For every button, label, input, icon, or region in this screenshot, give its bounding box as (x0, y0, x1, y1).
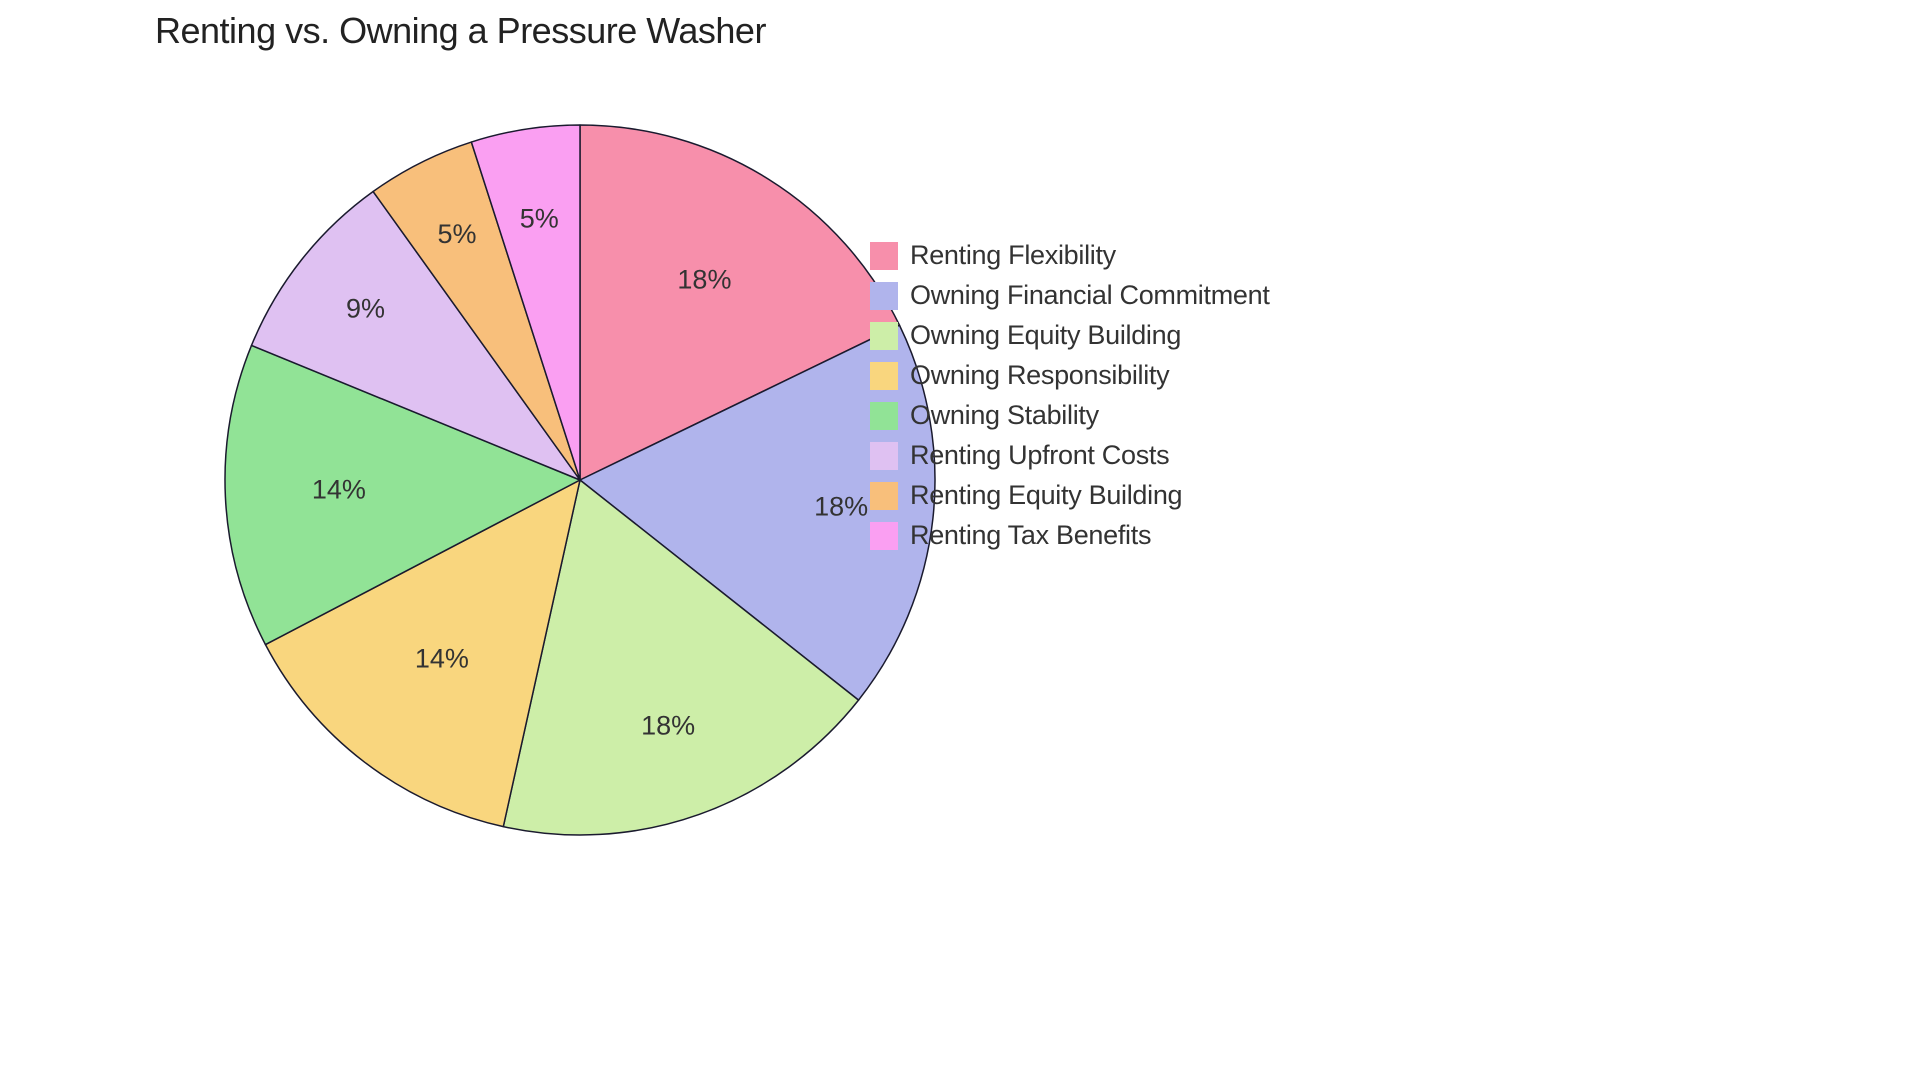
slice-percent-label: 5% (438, 219, 477, 249)
legend-item: Owning Stability (870, 400, 1270, 431)
chart-legend: Renting Flexibility Owning Financial Comm… (870, 240, 1270, 551)
slice-percent-label: 18% (814, 492, 868, 522)
slice-percent-label: 14% (312, 474, 366, 504)
legend-label: Owning Stability (910, 400, 1099, 431)
legend-item: Renting Tax Benefits (870, 520, 1270, 551)
legend-label: Owning Equity Building (910, 320, 1181, 351)
slice-percent-label: 9% (346, 294, 385, 324)
legend-label: Owning Responsibility (910, 360, 1169, 391)
legend-swatch (870, 242, 898, 270)
legend-label: Renting Equity Building (910, 480, 1182, 511)
pie-chart-container: Renting vs. Owning a Pressure Washer 18%… (0, 0, 1460, 820)
chart-title: Renting vs. Owning a Pressure Washer (155, 10, 766, 52)
legend-label: Renting Tax Benefits (910, 520, 1151, 551)
legend-item: Renting Equity Building (870, 480, 1270, 511)
legend-item: Owning Equity Building (870, 320, 1270, 351)
slice-percent-label: 5% (520, 204, 559, 234)
legend-swatch (870, 442, 898, 470)
legend-swatch (870, 402, 898, 430)
legend-item: Renting Upfront Costs (870, 440, 1270, 471)
legend-item: Owning Financial Commitment (870, 280, 1270, 311)
slice-percent-label: 14% (415, 644, 469, 674)
legend-label: Renting Upfront Costs (910, 440, 1169, 471)
legend-label: Owning Financial Commitment (910, 280, 1270, 311)
slice-percent-label: 18% (641, 711, 695, 741)
legend-item: Owning Responsibility (870, 360, 1270, 391)
legend-item: Renting Flexibility (870, 240, 1270, 271)
legend-swatch (870, 522, 898, 550)
legend-swatch (870, 282, 898, 310)
legend-label: Renting Flexibility (910, 240, 1116, 271)
legend-swatch (870, 322, 898, 350)
legend-swatch (870, 482, 898, 510)
legend-swatch (870, 362, 898, 390)
slice-percent-label: 18% (677, 265, 731, 295)
